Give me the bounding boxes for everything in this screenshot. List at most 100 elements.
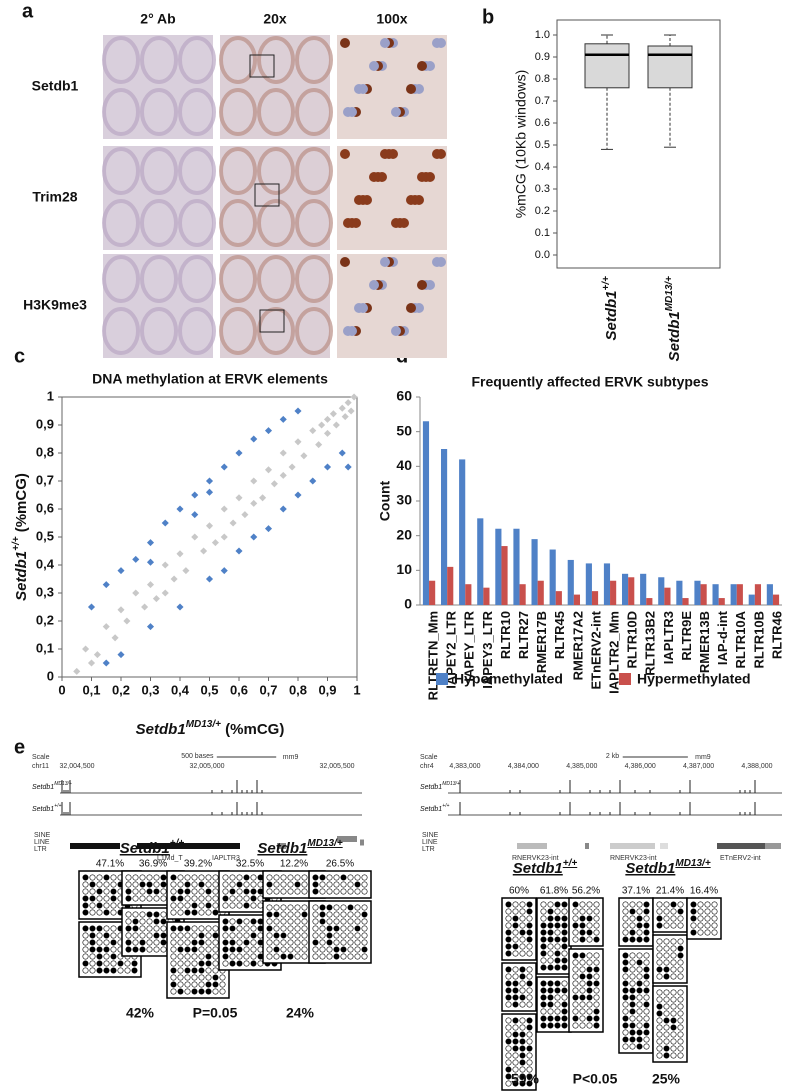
tubule — [140, 147, 178, 195]
cpg — [326, 939, 333, 946]
cpg — [512, 1031, 519, 1038]
repeat-class: LTR — [34, 846, 47, 853]
cpg — [561, 922, 568, 929]
cpg — [586, 1001, 593, 1008]
cpg — [579, 1015, 586, 1022]
y-tick-label: 50 — [396, 422, 412, 438]
cpg — [579, 908, 586, 915]
cpg — [287, 911, 294, 918]
cpg — [191, 888, 198, 895]
cpg — [117, 967, 124, 974]
summary: 25% — [652, 1071, 681, 1087]
point — [146, 581, 155, 589]
cpg — [526, 1052, 533, 1059]
cpg — [354, 918, 361, 925]
y-tick-label: 0,5 — [36, 528, 54, 543]
cpg — [586, 929, 593, 936]
nucleus — [343, 218, 353, 228]
cpg — [572, 994, 579, 1001]
repeat-class: LINE — [34, 839, 50, 846]
cpg — [512, 1066, 519, 1073]
cpg — [554, 936, 561, 943]
tubule — [295, 307, 333, 355]
tubule — [295, 147, 333, 195]
superscript: +/+ — [442, 803, 449, 809]
cpg — [146, 881, 153, 888]
cpg — [125, 946, 132, 953]
cpg — [312, 946, 319, 953]
cpg — [636, 1008, 643, 1015]
cpg — [512, 1038, 519, 1045]
cpg — [153, 874, 160, 881]
cpg — [96, 888, 103, 895]
cpg — [670, 1003, 677, 1010]
cpg — [540, 901, 547, 908]
cpg — [361, 925, 368, 932]
cpg — [153, 925, 160, 932]
cpg — [629, 966, 636, 973]
cpg — [361, 881, 368, 888]
summary: 42% — [126, 1005, 155, 1021]
cpg — [125, 925, 132, 932]
cpg — [280, 888, 287, 895]
unit: (%mCG) — [13, 473, 30, 536]
repeat-element — [210, 843, 240, 849]
cpg — [160, 881, 167, 888]
repeat-element — [765, 843, 781, 849]
tubule — [140, 199, 178, 247]
cpg — [198, 925, 205, 932]
cpg — [153, 939, 160, 946]
cpg — [697, 915, 704, 922]
cpg — [110, 967, 117, 974]
cpg — [593, 1008, 600, 1015]
cpg — [593, 987, 600, 994]
cpg — [229, 918, 236, 925]
cpg — [677, 938, 684, 945]
x-tick-label: 0,7 — [259, 682, 277, 697]
cpg — [561, 1022, 568, 1029]
cpg — [526, 1038, 533, 1045]
cpg — [103, 925, 110, 932]
cpg — [593, 973, 600, 980]
x-tick-label: IAPEY_LTR — [462, 610, 477, 681]
cpg — [117, 960, 124, 967]
point — [250, 533, 258, 541]
cpg — [361, 888, 368, 895]
cpg — [636, 929, 643, 936]
cpg — [354, 874, 361, 881]
cpg — [170, 895, 177, 902]
repeat-element — [717, 843, 765, 849]
point — [102, 659, 110, 667]
cpg — [572, 901, 579, 908]
cpg — [184, 881, 191, 888]
point — [200, 547, 208, 555]
y-tick-label: 1 — [47, 388, 54, 403]
cpg — [212, 939, 219, 946]
cpg — [82, 895, 89, 902]
coordinate: 4,386,000 — [625, 763, 656, 770]
cpg — [319, 888, 326, 895]
cpg — [629, 908, 636, 915]
cpg — [643, 973, 650, 980]
cpg — [198, 909, 205, 916]
bar — [772, 594, 780, 605]
cpg — [212, 946, 219, 953]
nucleus — [432, 38, 442, 48]
cpg — [547, 915, 554, 922]
cpg — [333, 939, 340, 946]
point — [87, 603, 96, 611]
cpg — [287, 874, 294, 881]
cpg — [663, 1017, 670, 1024]
cpg — [636, 959, 643, 966]
cpg — [711, 929, 718, 936]
cpg — [184, 888, 191, 895]
cpg — [512, 987, 519, 994]
cpg — [670, 996, 677, 1003]
cpg — [103, 939, 110, 946]
tubule — [257, 307, 295, 355]
cpg — [333, 953, 340, 960]
cpg — [519, 973, 526, 980]
tubule — [102, 307, 140, 355]
cpg — [622, 1029, 629, 1036]
cpg — [505, 1001, 512, 1008]
